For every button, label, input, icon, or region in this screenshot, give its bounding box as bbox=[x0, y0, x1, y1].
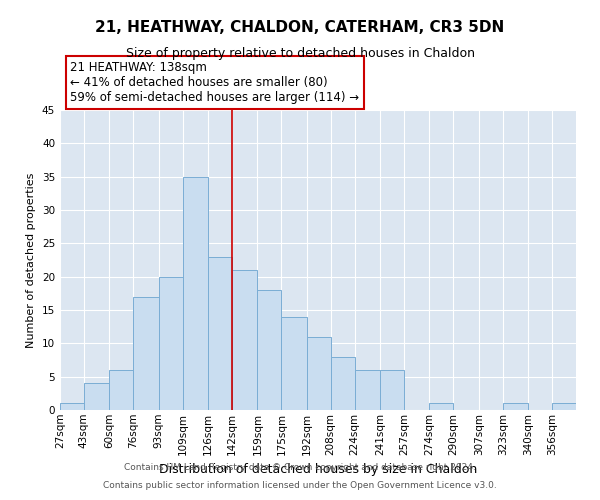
Text: 21 HEATHWAY: 138sqm
← 41% of detached houses are smaller (80)
59% of semi-detach: 21 HEATHWAY: 138sqm ← 41% of detached ho… bbox=[70, 61, 359, 104]
Bar bbox=[355, 370, 380, 410]
Bar bbox=[133, 296, 159, 410]
Text: 21, HEATHWAY, CHALDON, CATERHAM, CR3 5DN: 21, HEATHWAY, CHALDON, CATERHAM, CR3 5DN bbox=[95, 20, 505, 35]
Bar bbox=[182, 176, 208, 410]
Bar bbox=[281, 316, 307, 410]
Bar bbox=[257, 290, 281, 410]
Bar bbox=[84, 384, 109, 410]
Text: Contains public sector information licensed under the Open Government Licence v3: Contains public sector information licen… bbox=[103, 481, 497, 490]
Text: Contains HM Land Registry data © Crown copyright and database right 2024.: Contains HM Land Registry data © Crown c… bbox=[124, 464, 476, 472]
Text: Size of property relative to detached houses in Chaldon: Size of property relative to detached ho… bbox=[125, 48, 475, 60]
Bar bbox=[331, 356, 355, 410]
Bar bbox=[430, 404, 454, 410]
Bar bbox=[380, 370, 404, 410]
Y-axis label: Number of detached properties: Number of detached properties bbox=[26, 172, 37, 348]
Bar bbox=[159, 276, 182, 410]
Bar bbox=[109, 370, 133, 410]
Bar bbox=[60, 404, 84, 410]
X-axis label: Distribution of detached houses by size in Chaldon: Distribution of detached houses by size … bbox=[159, 463, 477, 476]
Bar bbox=[503, 404, 528, 410]
Bar bbox=[232, 270, 257, 410]
Bar bbox=[552, 404, 576, 410]
Bar bbox=[307, 336, 331, 410]
Bar bbox=[208, 256, 232, 410]
